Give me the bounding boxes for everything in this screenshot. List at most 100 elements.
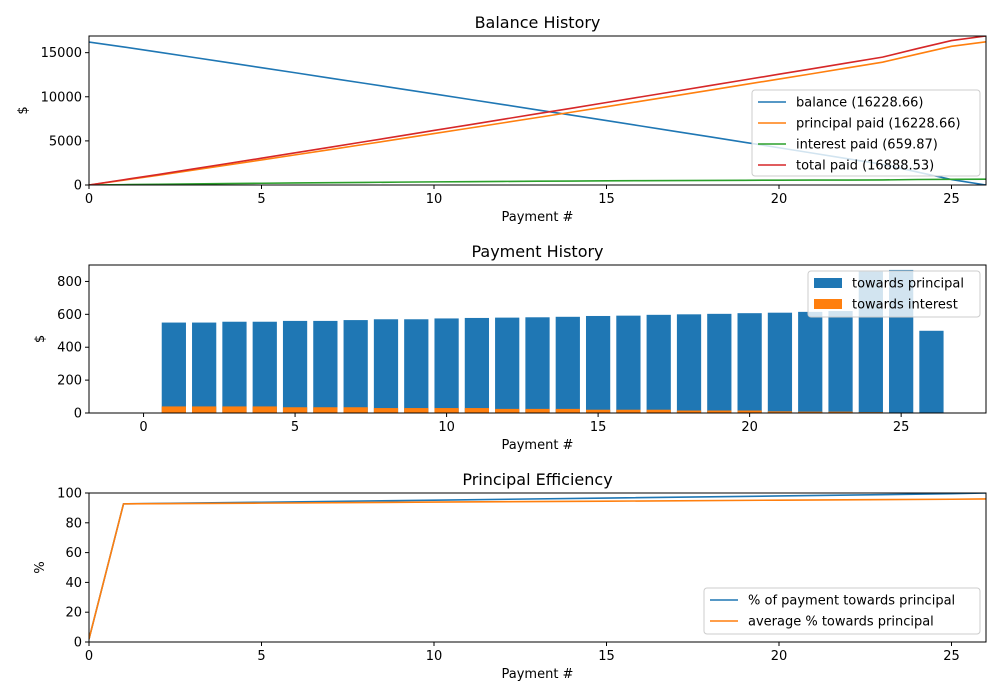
- series-line-2: [89, 178, 986, 185]
- series-line-1: [89, 498, 986, 640]
- legend-box: [751, 89, 981, 177]
- bar-0-6: [313, 320, 338, 413]
- bar-0-18: [676, 314, 702, 413]
- legend-label-0: % of payment towards principal: [748, 594, 955, 609]
- x-tick-label: 20: [771, 192, 788, 207]
- y-tick-label: 0: [74, 636, 82, 651]
- bar-1-21: [767, 411, 793, 413]
- bar-0-17: [646, 314, 671, 413]
- legend-label-1: principal paid (16228.66): [796, 117, 961, 132]
- y-tick-label: 100: [57, 487, 82, 502]
- x-tick-label: 25: [943, 649, 960, 664]
- chart-title: Balance History: [475, 13, 601, 32]
- x-axis-label: Payment #: [502, 210, 574, 225]
- x-axis-label: Payment #: [502, 667, 574, 682]
- bar-0-15: [585, 315, 611, 413]
- x-tick-label: 10: [438, 420, 455, 435]
- y-tick-label: 20: [65, 606, 82, 621]
- x-tick-label: 0: [139, 420, 147, 435]
- chart-title: Principal Efficiency: [462, 470, 612, 489]
- bar-0-3: [222, 321, 247, 413]
- bar-0-8: [373, 319, 399, 413]
- bar-0-22: [798, 311, 823, 413]
- bar-1-2: [192, 406, 217, 413]
- y-axis-label: %: [33, 561, 48, 573]
- chart-title: Payment History: [471, 242, 603, 261]
- x-tick-label: 20: [771, 649, 788, 664]
- x-tick-label: 15: [590, 420, 607, 435]
- legend: balance (16228.66) principal paid (16228.…: [751, 89, 981, 177]
- bar-1-23: [828, 411, 853, 413]
- bar-0-19: [707, 313, 732, 413]
- bar-1-12: [495, 408, 520, 413]
- y-tick-label: 0: [74, 179, 82, 194]
- bar-1-13: [525, 408, 550, 413]
- series-line-1: [89, 41, 986, 185]
- y-tick-label: 15000: [41, 46, 82, 61]
- y-tick-label: 40: [65, 576, 82, 591]
- x-tick-label: 5: [257, 192, 265, 207]
- chart-0: 0 5 10 15 20 25 0 5000 10000 15000 Balance History…: [16, 13, 987, 225]
- y-tick-label: 400: [57, 341, 82, 356]
- bar-1-1: [161, 406, 186, 413]
- axes-frame: [88, 492, 987, 643]
- legend-label-3: total paid (16888.53): [796, 159, 934, 174]
- y-tick-label: 60: [65, 546, 82, 561]
- x-tick-label: 0: [85, 192, 93, 207]
- bar-1-18: [676, 410, 702, 413]
- legend: towards principal towards interest: [807, 270, 981, 318]
- y-tick-label: 600: [57, 308, 82, 323]
- y-tick-label: 200: [57, 374, 82, 389]
- bar-1-10: [434, 408, 459, 413]
- legend-box: [807, 270, 981, 318]
- bar-1-8: [373, 408, 399, 413]
- x-tick-label: 20: [741, 420, 758, 435]
- x-tick-label: 25: [893, 420, 910, 435]
- bar-0-16: [616, 315, 641, 413]
- bar-1-4: [252, 406, 277, 413]
- bar-1-5: [282, 407, 308, 413]
- bar-1-16: [616, 409, 641, 413]
- bar-1-20: [737, 410, 762, 413]
- x-tick-label: 15: [598, 649, 615, 664]
- y-tick-label: 10000: [41, 90, 82, 105]
- series-line-3: [89, 36, 986, 185]
- plot-data: [161, 269, 944, 413]
- legend-swatch-0: [814, 278, 842, 288]
- bar-0-1: [161, 322, 186, 413]
- bar-1-3: [222, 406, 247, 413]
- bar-1-9: [404, 408, 429, 413]
- y-tick-label: 0: [74, 407, 82, 422]
- legend-label-1: average % towards principal: [748, 615, 934, 630]
- bar-0-13: [525, 317, 550, 413]
- bar-0-12: [495, 317, 520, 413]
- x-tick-label: 0: [85, 649, 93, 664]
- bar-0-26: [919, 330, 944, 413]
- x-tick-label: 5: [291, 420, 299, 435]
- legend-label-2: interest paid (659.87): [796, 138, 938, 153]
- bar-0-14: [555, 316, 580, 413]
- x-tick-label: 5: [257, 649, 265, 664]
- bar-0-11: [464, 317, 490, 413]
- bar-0-9: [404, 319, 429, 413]
- bar-1-19: [707, 410, 732, 413]
- x-tick-label: 10: [426, 649, 443, 664]
- bar-1-14: [555, 408, 580, 413]
- chart-2: 0 5 10 15 20 25 0 20 40 60 80 100 Principal Efficien…: [33, 470, 987, 682]
- axes-frame: [88, 264, 987, 414]
- bar-1-15: [585, 409, 611, 413]
- legend-label-0: balance (16228.66): [796, 96, 924, 111]
- y-tick-label: 5000: [49, 134, 82, 149]
- bar-0-4: [252, 321, 277, 413]
- axes-frame: [88, 35, 987, 186]
- plot-data: [89, 493, 986, 640]
- bar-0-7: [343, 320, 368, 413]
- legend: % of payment towards principal average % …: [703, 587, 981, 635]
- y-tick-label: 80: [65, 516, 82, 531]
- bar-0-20: [737, 313, 762, 413]
- bar-1-6: [313, 407, 338, 413]
- bar-1-11: [464, 408, 490, 413]
- bar-0-21: [767, 312, 793, 413]
- bar-0-10: [434, 318, 459, 413]
